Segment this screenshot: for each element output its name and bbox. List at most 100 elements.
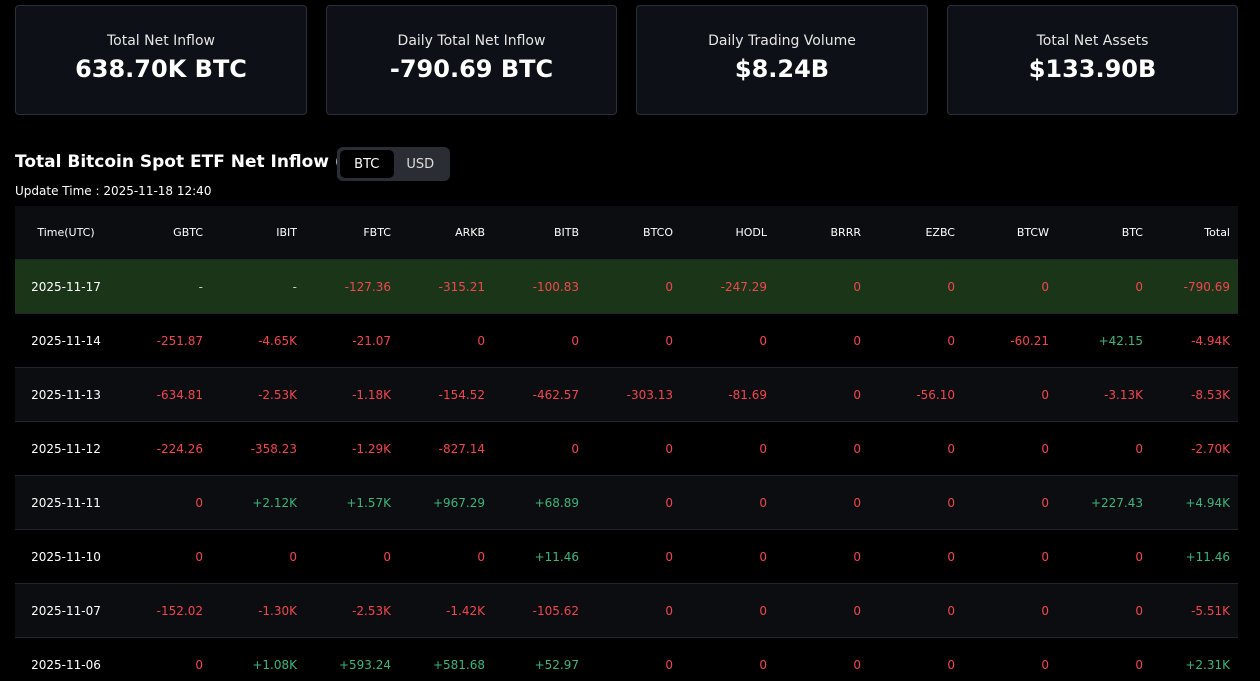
flow-cell: +227.43: [1057, 475, 1151, 530]
flow-cell: 0: [775, 313, 869, 368]
data-row[interactable]: 2025-11-14 -251.87 -4.65K -21.07 0 0 0 0 0 0 -60.2…: [15, 313, 1238, 368]
flow-cell: 0: [681, 313, 775, 368]
flow-cell: 0: [869, 637, 963, 681]
flow-cell: -2.53K: [211, 367, 305, 422]
date-cell: 2025-11-17: [15, 259, 117, 314]
flow-cell: 0: [869, 529, 963, 584]
flow-cell: +2.12K: [211, 475, 305, 530]
flow-cell: -127.36: [305, 259, 399, 314]
flow-cell: 0: [681, 529, 775, 584]
data-row[interactable]: 2025-11-10 0 0 0 0 +11.46 0 0 0 0 0 0 +11.46: [15, 529, 1238, 584]
column-header[interactable]: IBIT: [211, 206, 305, 260]
flow-cell: -634.81: [117, 367, 211, 422]
flow-cell: 0: [681, 421, 775, 476]
toggle-btc[interactable]: BTC: [340, 150, 394, 178]
flow-cell: -462.57: [493, 367, 587, 422]
date-cell: 2025-11-13: [15, 367, 117, 422]
column-header[interactable]: HODL: [681, 206, 775, 260]
data-row[interactable]: 2025-11-17- - -127.36 -315.21 -100.83 0 -247.2…: [15, 259, 1238, 314]
data-row[interactable]: 2025-11-13 -634.81 -2.53K -1.18K -154.52 -462…: [15, 367, 1238, 422]
flow-cell: 0: [681, 583, 775, 638]
column-header[interactable]: EZBC: [869, 206, 963, 260]
flow-cell: -1.18K: [305, 367, 399, 422]
flow-cell: 0: [211, 529, 305, 584]
flow-cell: -1.42K: [399, 583, 493, 638]
stat-label: Total Net Assets: [1036, 33, 1149, 49]
flow-cell: -4.65K: [211, 313, 305, 368]
flow-cell: -790.69: [1151, 259, 1238, 314]
flow-cell: 0: [587, 583, 681, 638]
column-header[interactable]: Total: [1151, 206, 1238, 260]
stat-label: Daily Total Net Inflow: [397, 33, 546, 49]
flow-cell: -105.62: [493, 583, 587, 638]
stat-value: -790.69 BTC: [389, 55, 554, 83]
flow-cell: 0: [587, 475, 681, 530]
flow-cell: 0: [681, 637, 775, 681]
data-row[interactable]: 2025-11-07 -152.02 -1.30K -2.53K -1.42K -105.…: [15, 583, 1238, 638]
flow-cell: 0: [963, 583, 1057, 638]
column-header[interactable]: FBTC: [305, 206, 399, 260]
flow-cell: 0: [775, 637, 869, 681]
date-cell: 2025-11-07: [15, 583, 117, 638]
flow-cell: +593.24: [305, 637, 399, 681]
flow-cell: -4.94K: [1151, 313, 1238, 368]
date-cell: 2025-11-14: [15, 313, 117, 368]
flow-cell: 0: [1057, 583, 1151, 638]
date-cell: 2025-11-11: [15, 475, 117, 530]
flow-cell: 0: [587, 637, 681, 681]
flow-cell: 0: [775, 367, 869, 422]
flow-cell: +4.94K: [1151, 475, 1238, 530]
flow-cell: -2.53K: [305, 583, 399, 638]
flow-cell: 0: [1057, 421, 1151, 476]
column-header[interactable]: BTCW: [963, 206, 1057, 260]
flow-cell: -315.21: [399, 259, 493, 314]
flow-cell: 0: [963, 421, 1057, 476]
flow-cell: -1.30K: [211, 583, 305, 638]
column-header[interactable]: BTCO: [587, 206, 681, 260]
flow-cell: -81.69: [681, 367, 775, 422]
flow-cell: +42.15: [1057, 313, 1151, 368]
flow-cell: 0: [1057, 529, 1151, 584]
section-title: Total Bitcoin Spot ETF Net Inflow (BTC): [15, 152, 388, 172]
stat-card: Daily Trading Volume $8.24B: [636, 5, 928, 115]
flow-cell: +967.29: [399, 475, 493, 530]
date-cell: 2025-11-12: [15, 421, 117, 476]
flow-cell: 0: [869, 313, 963, 368]
flow-cell: -100.83: [493, 259, 587, 314]
data-row[interactable]: 2025-11-06 0 +1.08K +593.24 +581.68 +52.97 0 0 0…: [15, 637, 1238, 681]
data-row[interactable]: 2025-11-11 0 +2.12K +1.57K +967.29 +68.89 0 0 0 0…: [15, 475, 1238, 530]
flow-cell: 0: [775, 583, 869, 638]
stat-card: Total Net Inflow 638.70K BTC: [15, 5, 307, 115]
column-header[interactable]: BRRR: [775, 206, 869, 260]
column-header[interactable]: GBTC: [117, 206, 211, 260]
flow-cell: -5.51K: [1151, 583, 1238, 638]
flow-cell: 0: [493, 421, 587, 476]
flow-cell: 0: [963, 259, 1057, 314]
flow-cell: 0: [587, 313, 681, 368]
flow-cell: 0: [869, 475, 963, 530]
column-header[interactable]: BTC: [1057, 206, 1151, 260]
flow-cell: +11.46: [493, 529, 587, 584]
date-cell: 2025-11-10: [15, 529, 117, 584]
flow-cell: 0: [117, 475, 211, 530]
stat-value: $133.90B: [1028, 55, 1157, 83]
flow-cell: -154.52: [399, 367, 493, 422]
column-header[interactable]: Time(UTC): [15, 206, 117, 260]
flow-cell: -21.07: [305, 313, 399, 368]
stat-label: Total Net Inflow: [106, 33, 215, 49]
flow-cell: 0: [775, 475, 869, 530]
flow-cell: -251.87: [117, 313, 211, 368]
flow-cell: -: [211, 259, 305, 314]
stat-label: Daily Trading Volume: [708, 33, 856, 49]
flow-cell: +11.46: [1151, 529, 1238, 584]
column-header[interactable]: BITB: [493, 206, 587, 260]
date-cell: 2025-11-06: [15, 637, 117, 681]
flow-cell: 0: [587, 529, 681, 584]
flow-cell: 0: [963, 529, 1057, 584]
column-header[interactable]: ARKB: [399, 206, 493, 260]
flow-cell: +2.31K: [1151, 637, 1238, 681]
data-row[interactable]: 2025-11-12 -224.26 -358.23 -1.29K -827.14 0 0 0…: [15, 421, 1238, 476]
flow-cell: 0: [869, 583, 963, 638]
flow-cell: +1.08K: [211, 637, 305, 681]
toggle-usd[interactable]: USD: [406, 156, 435, 172]
